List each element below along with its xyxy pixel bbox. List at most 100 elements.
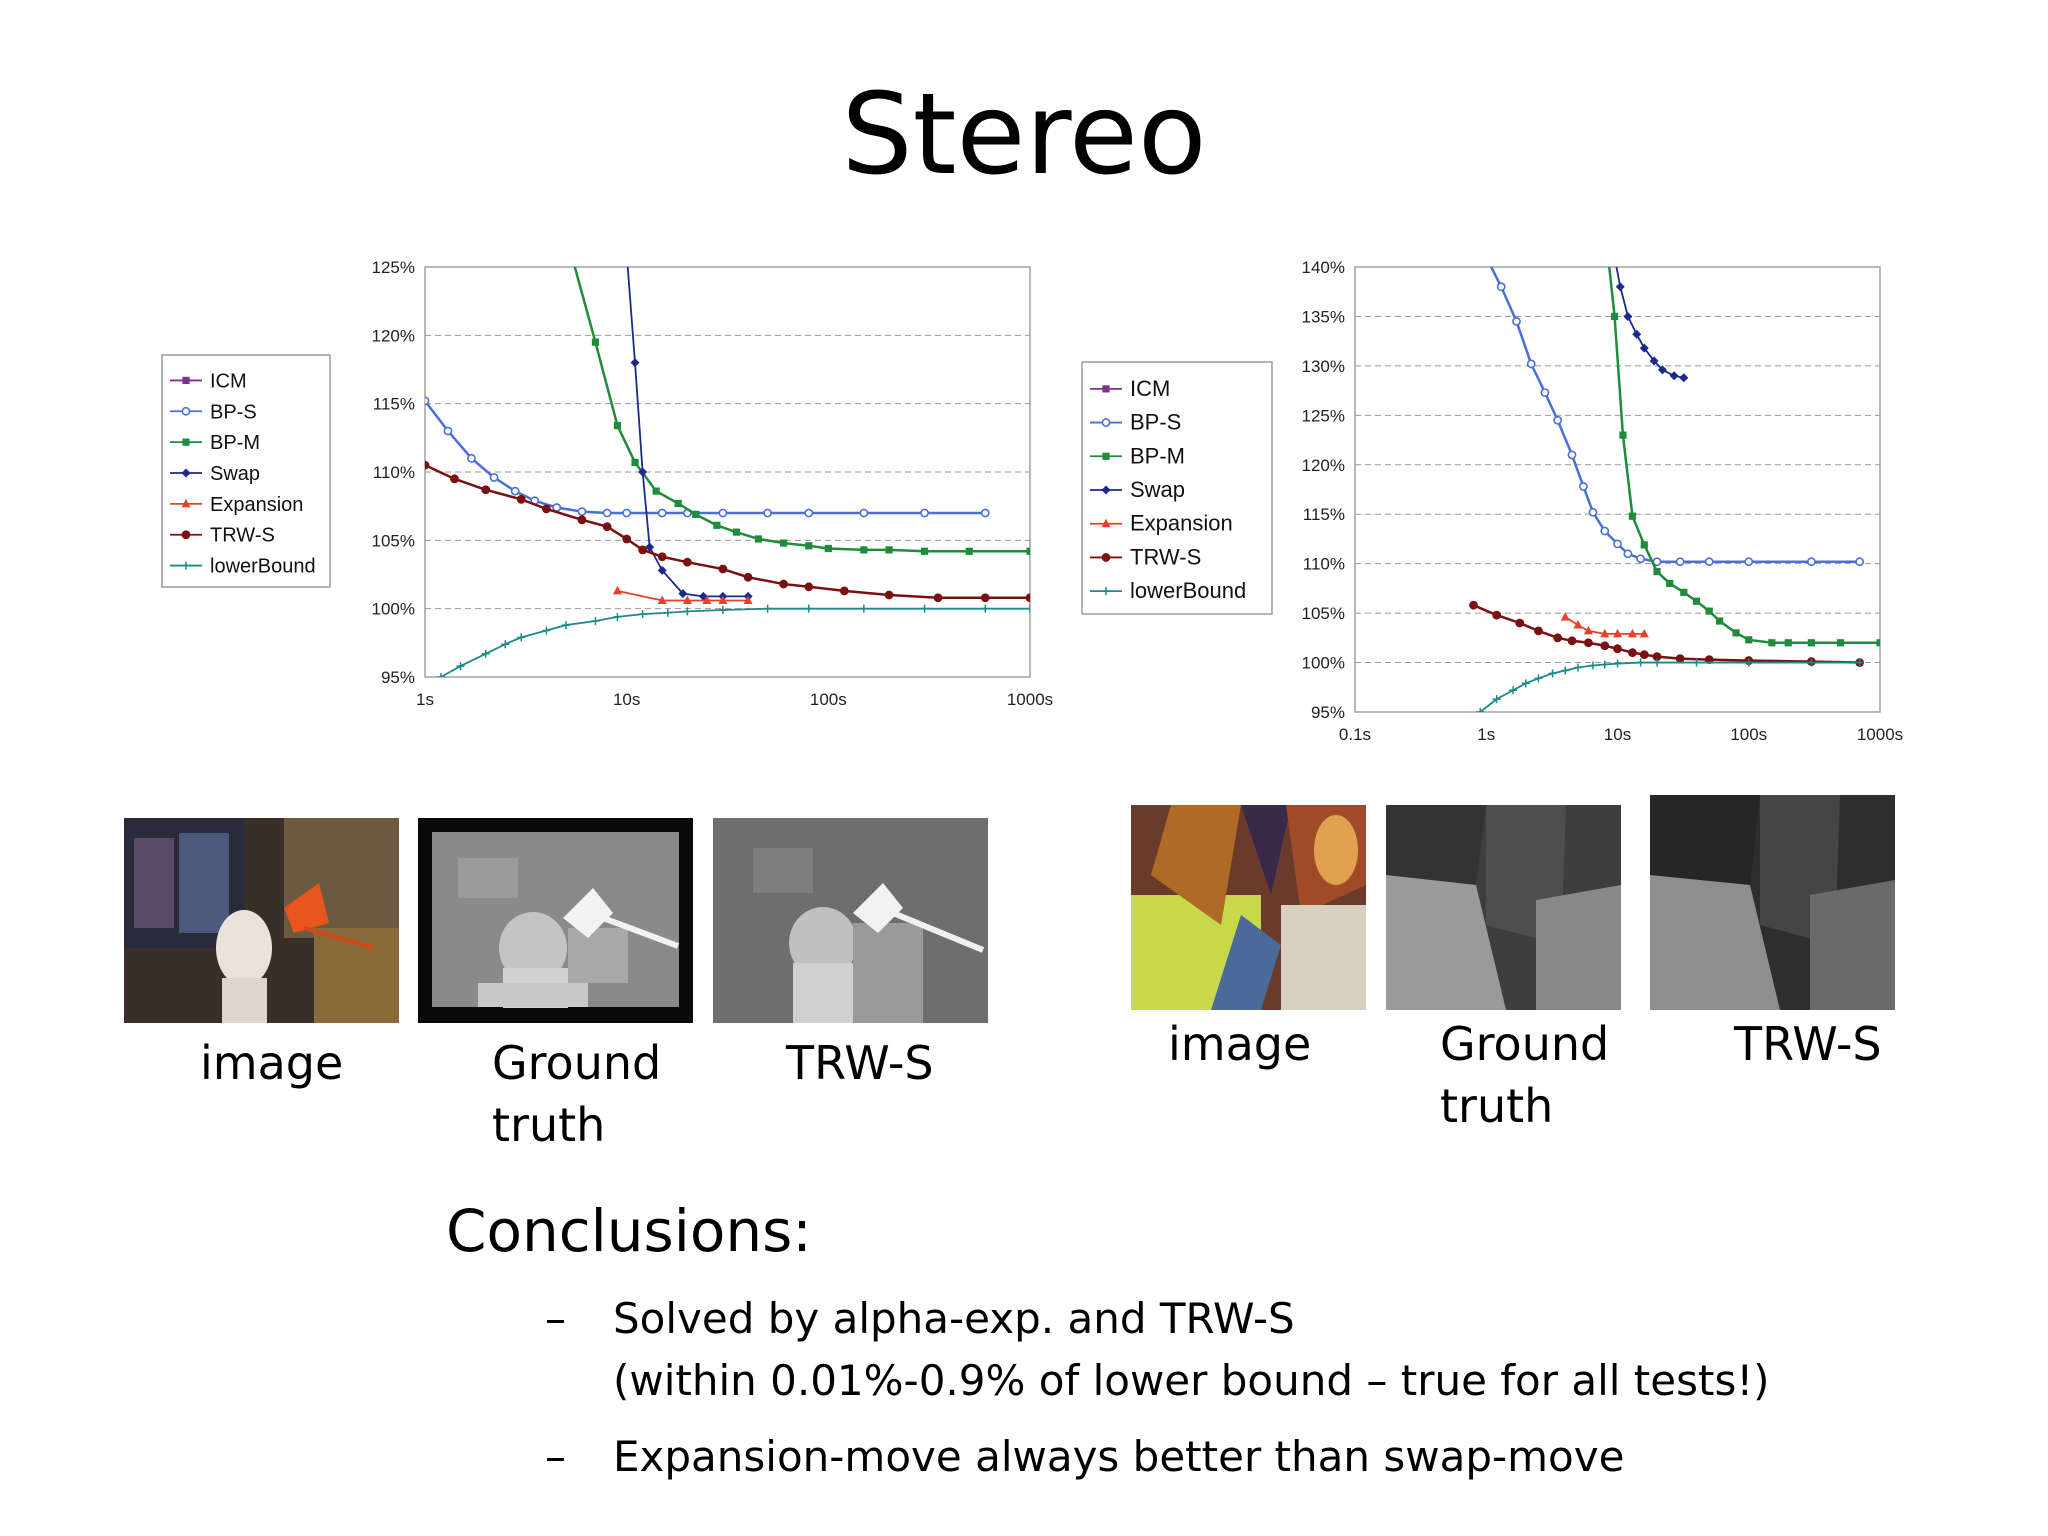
trw-s-point	[1469, 600, 1478, 610]
lowerbound-point	[638, 610, 647, 619]
left-caption-ground-truth-line2: truth	[492, 1098, 606, 1152]
lowerbound-point	[1855, 658, 1864, 667]
trw-s-point	[1534, 626, 1543, 636]
swap-point	[1649, 356, 1659, 366]
y-tick-label: 95%	[381, 668, 415, 687]
bp-m-point	[1836, 639, 1845, 647]
y-tick-label: 120%	[372, 326, 415, 345]
lowerbound-point	[1509, 686, 1518, 695]
bp-m-point	[1732, 629, 1740, 637]
expansion-point	[702, 595, 712, 604]
swap-point	[1101, 485, 1111, 495]
bullet-text-line: Expansion-move always better than swap-m…	[613, 1432, 1625, 1481]
trw-s-point	[181, 530, 191, 540]
lowerbound-point	[501, 640, 510, 649]
lowerbound-point	[1600, 660, 1609, 669]
bp-m-line	[573, 267, 1030, 553]
lowerbound-point	[718, 606, 727, 615]
chart-legend: ICM BP-S BP-M Swap Expansion TRW-S lowerBound	[161, 354, 331, 588]
trw-s-point	[743, 572, 753, 582]
trw-s-point	[1583, 638, 1593, 648]
expansion-point	[1101, 518, 1111, 528]
legend-label: BP-M	[1130, 443, 1185, 468]
lowerbound-point	[859, 604, 868, 613]
lowerbound-point	[663, 608, 672, 617]
expansion-point	[181, 498, 191, 508]
lowerbound-point	[1692, 658, 1701, 667]
trw-s-point	[638, 545, 648, 555]
bp-m-point	[1705, 607, 1713, 615]
trw-s-point	[622, 534, 632, 544]
lowerbound-point	[1548, 669, 1557, 678]
lowerbound-point	[456, 662, 465, 671]
bp-s-point	[1600, 526, 1610, 536]
legend-item-expansion: Expansion	[170, 494, 303, 516]
right-caption-ground-truth-line1: Ground	[1440, 1017, 1610, 1071]
bp-m-point	[1610, 312, 1619, 321]
lowerbound-point	[1613, 659, 1622, 668]
swap-point	[622, 249, 631, 258]
legend-item-lowerbound: lowerBound	[170, 556, 316, 578]
trw-s-point	[481, 485, 491, 495]
legend-label: lowerBound	[1130, 578, 1246, 603]
bp-m-point	[1768, 639, 1776, 647]
y-tick-label: 110%	[1303, 555, 1345, 574]
bp-m-point	[713, 521, 721, 529]
expansion-point	[1639, 628, 1649, 638]
bp-s-point	[425, 396, 430, 406]
legend-label: lowerBound	[210, 556, 316, 578]
x-tick-label: 1s	[416, 690, 434, 709]
bp-s-point	[622, 508, 632, 518]
bp-s-series	[1483, 254, 1865, 567]
bp-m-point	[1640, 541, 1648, 549]
lowerbound-point	[481, 649, 490, 658]
bp-m-series	[573, 267, 1030, 555]
lowerbound-point	[1026, 604, 1030, 613]
expansion-line	[617, 590, 749, 602]
trw-s-point	[718, 564, 728, 574]
right-ground-truth-image	[1386, 805, 1621, 1010]
bp-s-point	[1553, 415, 1563, 425]
bp-m-point	[1876, 639, 1880, 647]
lowerbound-point	[436, 673, 445, 677]
lowerbound-point	[1561, 666, 1570, 675]
bp-s-point	[1806, 557, 1816, 567]
bp-s-point	[1101, 418, 1111, 427]
bp-m-point	[824, 544, 832, 553]
bp-m-point	[1666, 579, 1674, 588]
trw-s-point	[1553, 633, 1563, 643]
trw-s-point	[1515, 618, 1525, 628]
lowerbound-point	[804, 604, 813, 613]
trw-s-line	[425, 464, 1030, 599]
lowerbound-point	[1636, 658, 1645, 667]
swap-point	[645, 542, 655, 552]
bp-s-point	[920, 508, 929, 518]
trw-s-point	[1101, 553, 1111, 562]
trw-s-point	[1600, 641, 1610, 651]
bp-s-point	[1512, 316, 1521, 326]
bp-m-point	[692, 510, 700, 518]
bp-s-point	[1526, 359, 1536, 369]
expansion-point	[1573, 619, 1583, 629]
left-caption-trws: TRW-S	[786, 1036, 934, 1090]
right-caption-image: image	[1168, 1017, 1312, 1071]
legend-item-bp-m: BP-M	[170, 432, 260, 454]
bullet-dash: –	[545, 1432, 566, 1481]
bp-s-point	[1613, 539, 1622, 549]
expansion-point	[657, 595, 667, 604]
legend-label: TRW-S	[1130, 544, 1201, 569]
right-trws-result-image	[1650, 795, 1895, 1010]
bp-m-point	[1807, 639, 1815, 647]
bp-m-point	[1716, 617, 1724, 625]
legend-item-bp-s: BP-S	[1090, 410, 1181, 435]
y-tick-label: 130%	[1302, 357, 1345, 376]
expansion-point	[1560, 612, 1570, 621]
bp-s-point	[467, 453, 476, 463]
bp-s-point	[577, 507, 587, 517]
legend-label: BP-S	[1130, 410, 1181, 435]
legend-item-swap: Swap	[1090, 477, 1185, 502]
trw-s-point	[1025, 593, 1030, 603]
bp-s-point	[1483, 254, 1490, 261]
trw-s-point	[839, 586, 849, 596]
bullet-text-line: (within 0.01%-0.9% of lower bound – true…	[613, 1356, 1770, 1405]
